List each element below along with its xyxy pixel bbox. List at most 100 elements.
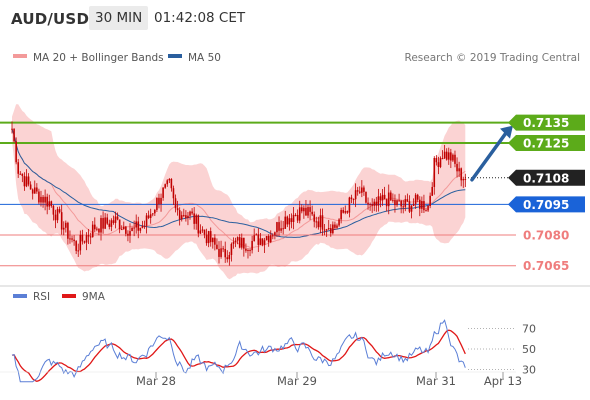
candle-body <box>398 200 400 202</box>
candle <box>247 248 249 259</box>
rsi-ma-line <box>11 329 466 382</box>
candle-body <box>247 250 249 252</box>
candle <box>356 186 359 196</box>
candle <box>416 193 419 203</box>
candle <box>187 211 189 226</box>
timeframe-badge[interactable]: 30 MIN <box>89 6 149 30</box>
candle-body <box>40 196 42 203</box>
candle <box>385 198 388 212</box>
candle <box>400 199 402 214</box>
candle-body <box>79 234 82 251</box>
rsi-level-label: 30 <box>522 364 536 377</box>
x-tick-label: Mar 29 <box>277 374 317 388</box>
candle-body <box>323 229 326 231</box>
candle-body <box>414 194 417 204</box>
candle-body <box>50 201 53 207</box>
candle <box>85 232 88 251</box>
candle-body <box>421 201 423 209</box>
candle <box>122 221 125 230</box>
candle-body <box>251 240 253 251</box>
candle-body <box>164 184 166 188</box>
level-labels-layer: 0.7135 0.7125 0.7108 0.7095 0.7080 0.7065 <box>508 114 585 273</box>
candle-body <box>83 241 86 243</box>
candle <box>269 230 272 244</box>
candle-body <box>439 158 442 167</box>
candle-body <box>313 214 316 222</box>
candle-body <box>21 173 24 177</box>
candle <box>65 220 67 233</box>
candle <box>441 150 444 160</box>
candle-body <box>369 204 371 206</box>
candle-body <box>346 211 349 213</box>
candle <box>290 213 293 229</box>
candle-body <box>274 232 276 236</box>
candle <box>176 200 179 216</box>
candle-body <box>176 208 179 211</box>
ma20-line <box>11 128 466 248</box>
candle <box>464 173 467 188</box>
candle <box>340 207 342 224</box>
candle-body <box>307 207 309 216</box>
candle <box>280 220 282 234</box>
candle <box>458 161 460 177</box>
candle <box>243 237 245 257</box>
candle <box>315 216 318 229</box>
candle-body <box>96 228 98 230</box>
candle <box>361 180 363 198</box>
candle <box>276 221 278 237</box>
ma50-line <box>11 128 466 238</box>
candle-body <box>259 238 262 245</box>
candle <box>147 210 150 220</box>
candle <box>228 251 231 266</box>
candle-body <box>127 233 129 236</box>
candle <box>425 207 427 212</box>
candle <box>58 206 61 214</box>
copyright-text: Research © 2019 Trading Central <box>405 52 581 64</box>
candle-body <box>284 216 287 229</box>
candle <box>251 235 253 254</box>
candle <box>454 150 456 168</box>
candle-body <box>381 194 384 201</box>
candle <box>296 209 299 223</box>
candle-body <box>44 196 46 203</box>
candle-body <box>292 214 295 222</box>
candle-body <box>110 220 113 227</box>
candle-body <box>52 206 55 215</box>
candle-body <box>207 231 210 244</box>
level-label-support: 0.7080 <box>523 229 569 243</box>
candle-body <box>11 128 13 130</box>
candle-body <box>29 184 32 190</box>
candle <box>439 156 442 169</box>
candle-body <box>25 176 28 187</box>
candle-body <box>377 196 380 206</box>
candle <box>412 198 415 207</box>
candle-body <box>154 209 156 214</box>
candle-body <box>238 237 241 248</box>
candle-body <box>131 227 133 232</box>
candle <box>50 200 53 208</box>
candle-body <box>54 214 57 221</box>
candle-body <box>232 242 235 244</box>
candle <box>410 204 413 219</box>
candle <box>15 137 17 165</box>
candle <box>390 190 392 201</box>
candle <box>344 205 347 215</box>
candle-body <box>62 227 65 230</box>
candle-body <box>410 205 413 212</box>
candle-body <box>296 214 299 221</box>
candle-body <box>406 199 409 202</box>
candle-body <box>211 237 214 243</box>
candle <box>447 147 450 165</box>
candle-body <box>220 248 222 257</box>
candle <box>274 231 276 240</box>
candle <box>201 226 204 233</box>
candle <box>456 157 458 178</box>
candle-body <box>230 243 233 255</box>
candle <box>197 214 200 238</box>
candle <box>292 207 295 230</box>
candle <box>29 181 32 190</box>
candle <box>112 215 115 225</box>
candle-body <box>178 210 181 220</box>
candle <box>31 188 34 200</box>
candle-body <box>67 222 69 239</box>
